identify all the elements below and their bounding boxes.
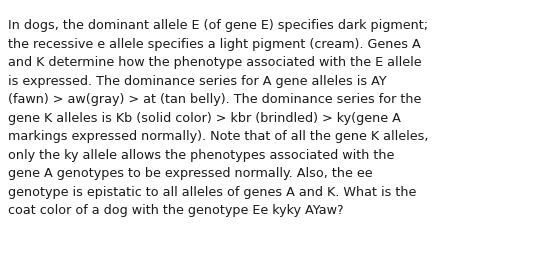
Text: In dogs, the dominant allele E (of gene E) specifies dark pigment;
the recessive: In dogs, the dominant allele E (of gene … <box>8 19 429 217</box>
